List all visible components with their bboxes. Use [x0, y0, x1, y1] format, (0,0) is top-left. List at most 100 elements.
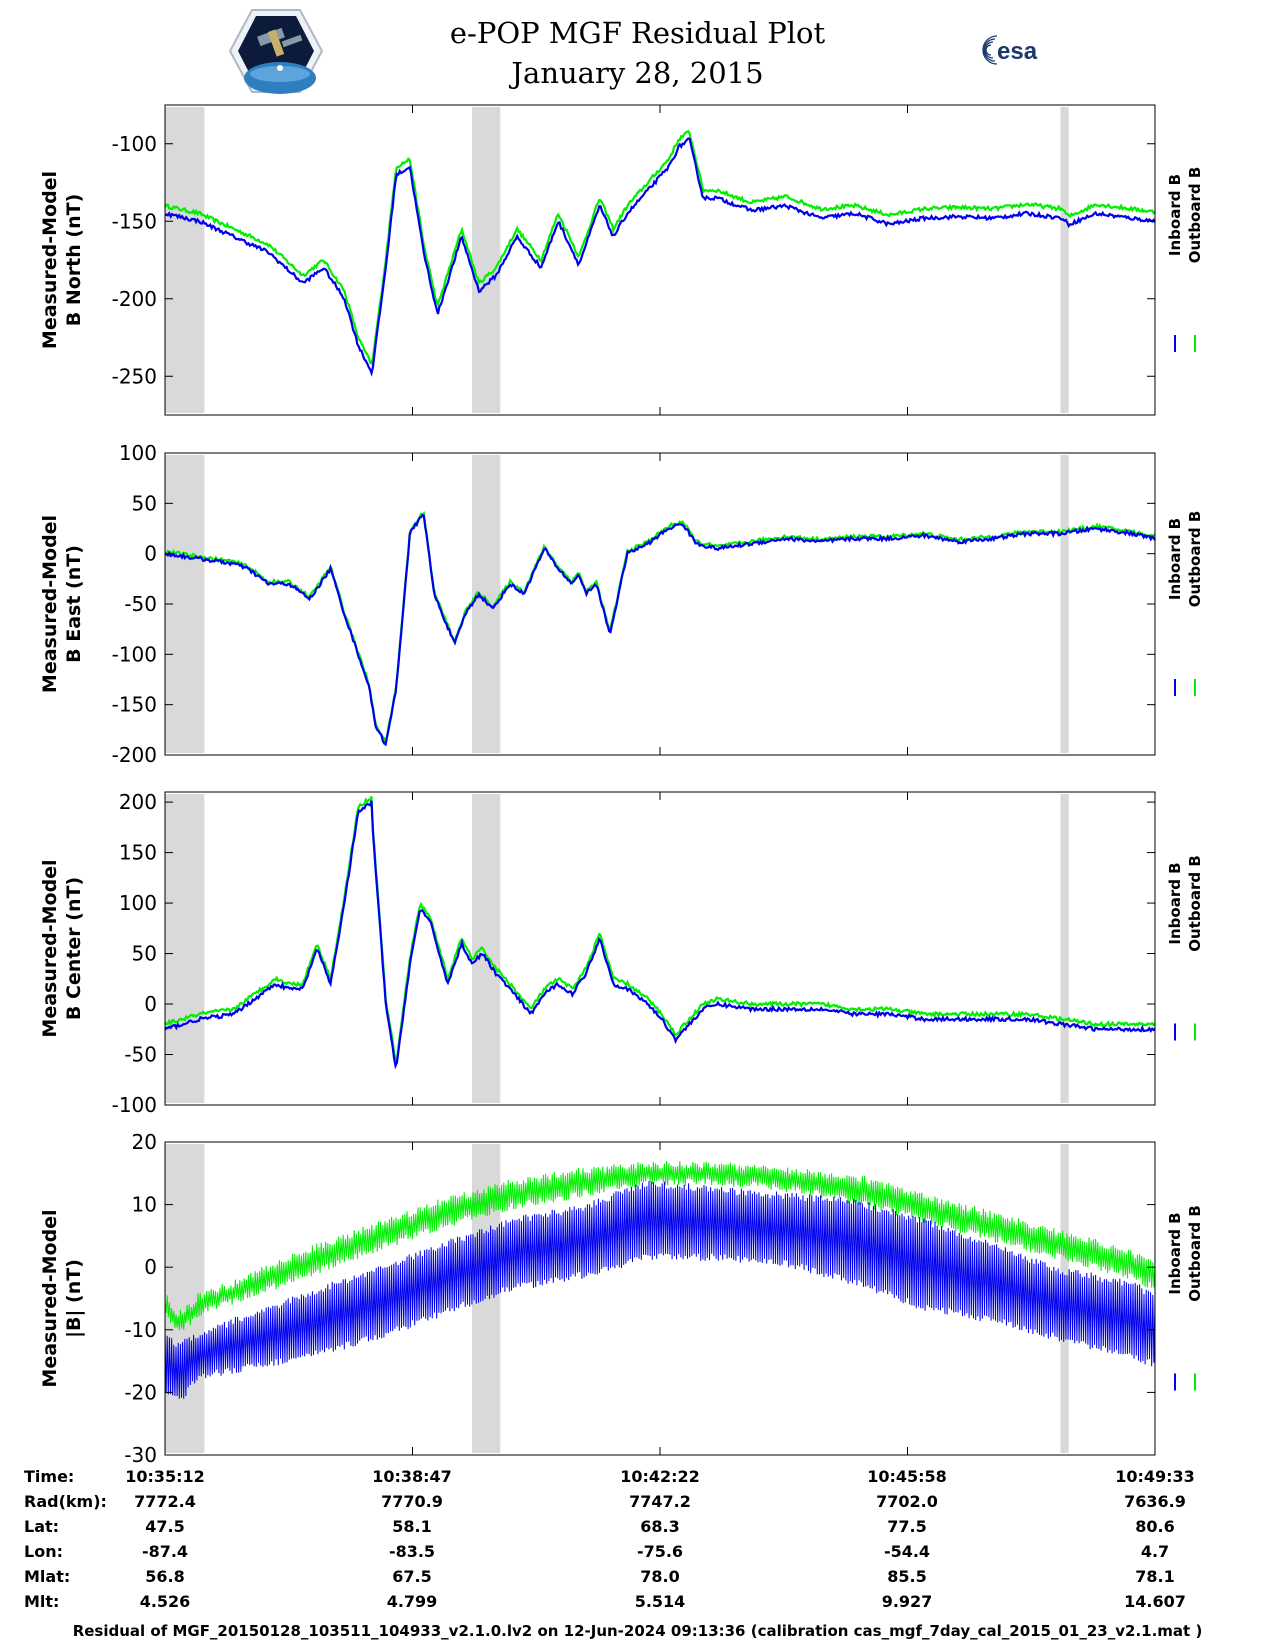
info-row-value: 7702.0	[876, 1492, 938, 1511]
info-row-value: 85.5	[887, 1567, 927, 1586]
legend-label-inboard: Inboard B	[1166, 862, 1184, 944]
y-axis-label-line2: B East (nT)	[63, 545, 85, 663]
info-row-value: -54.4	[883, 1542, 931, 1561]
info-row-value: 7636.9	[1124, 1492, 1186, 1511]
info-row-value: -83.5	[388, 1542, 436, 1561]
axes-frame-2	[164, 791, 1156, 1106]
info-row-value: 10:42:22	[620, 1467, 700, 1486]
series-line-inboard-panel-1	[164, 513, 1156, 747]
y-axis-label-line2: |B| (nT)	[63, 1259, 85, 1338]
info-row-value: 47.5	[145, 1517, 185, 1536]
series-line-outboard-panel-3	[164, 1160, 1156, 1331]
info-row-value: 7747.2	[629, 1492, 691, 1511]
y-tick-label: -100	[112, 1093, 157, 1117]
y-axis-label-line1: Measured-Model	[39, 1209, 61, 1387]
info-row-value: 68.3	[640, 1517, 680, 1536]
info-row-value: -75.6	[636, 1542, 684, 1561]
y-tick-label: -100	[112, 642, 157, 666]
legend-label-outboard: Outboard B	[1186, 511, 1204, 608]
y-tick-label: -250	[112, 364, 157, 388]
chart-title: e-POP MGF Residual Plot	[449, 16, 826, 50]
axes-frame-0	[164, 104, 1156, 416]
info-row-value: 10:49:33	[1115, 1467, 1195, 1486]
y-axis-label-line2: B Center (nT)	[63, 877, 85, 1020]
y-tick-label: -50	[124, 592, 157, 616]
axes-frame-1	[164, 452, 1156, 756]
info-row-label: Lon:	[24, 1542, 63, 1561]
info-row-value: 56.8	[145, 1567, 185, 1586]
y-tick-label: -200	[112, 743, 157, 767]
y-tick-label: 10	[132, 1193, 157, 1217]
y-tick-label: -150	[112, 209, 157, 233]
info-row-value: 14.607	[1124, 1592, 1186, 1611]
y-tick-label: -150	[112, 693, 157, 717]
info-row-value: 78.1	[1135, 1567, 1175, 1586]
info-row-value: 78.0	[640, 1567, 680, 1586]
y-tick-label: 0	[144, 1255, 157, 1279]
series-line-inboard-panel-2	[164, 800, 1156, 1070]
info-row-value: 10:38:47	[372, 1467, 452, 1486]
info-row-value: 67.5	[392, 1567, 432, 1586]
y-tick-label: -20	[124, 1380, 157, 1404]
info-row-value: 4.799	[386, 1592, 438, 1611]
series-line-outboard-panel-1	[164, 511, 1156, 744]
info-row-label: Mlat:	[24, 1567, 71, 1586]
y-tick-label: 50	[132, 491, 157, 515]
data-gap-shade-2-0	[165, 794, 205, 1103]
y-tick-label: -100	[112, 132, 157, 156]
info-row-value: 80.6	[1135, 1517, 1175, 1536]
info-row-value: 9.927	[881, 1592, 933, 1611]
data-gap-shade-0-2	[1060, 107, 1069, 413]
y-axis-label-line1: Measured-Model	[39, 515, 61, 693]
y-tick-label: 100	[119, 441, 157, 465]
info-row-value: -87.4	[141, 1542, 189, 1561]
footer-file-info: Residual of MGF_20150128_103511_104933_v…	[72, 1622, 1203, 1640]
y-tick-label: 100	[119, 891, 157, 915]
y-tick-label: 20	[132, 1130, 157, 1154]
info-row-label: Time:	[24, 1467, 75, 1486]
legend-label-outboard: Outboard B	[1186, 1205, 1204, 1302]
y-axis-label-line2: B North (nT)	[63, 194, 85, 327]
legend-label-inboard: Inboard B	[1166, 1212, 1184, 1294]
y-tick-label: 50	[132, 942, 157, 966]
data-gap-shade-2-1	[472, 794, 501, 1103]
y-tick-label: -10	[124, 1318, 157, 1342]
info-row-value: 4.526	[139, 1592, 191, 1611]
series-line-outboard-panel-0	[164, 129, 1156, 366]
y-tick-label: -200	[112, 287, 157, 311]
info-row-value: 5.514	[634, 1592, 686, 1611]
series-line-inboard-panel-3	[164, 1180, 1156, 1399]
data-gap-shade-0-1	[472, 107, 501, 413]
info-row-label: Lat:	[24, 1517, 60, 1536]
series-line-outboard-panel-2	[164, 796, 1156, 1061]
info-row-label: Mlt:	[24, 1592, 60, 1611]
info-row-value: 10:45:58	[867, 1467, 947, 1486]
data-gap-shade-1-2	[1060, 455, 1069, 753]
info-row-label: Rad(km):	[24, 1492, 107, 1511]
data-gap-shade-2-2	[1060, 794, 1069, 1103]
chart-subtitle-date: January 28, 2015	[511, 56, 764, 90]
info-row-value: 7770.9	[381, 1492, 443, 1511]
y-tick-label: 150	[119, 841, 157, 865]
series-line-inboard-panel-0	[164, 137, 1156, 377]
data-gap-shade-0-0	[165, 107, 205, 413]
y-tick-label: 200	[119, 790, 157, 814]
y-tick-label: 0	[144, 992, 157, 1016]
y-tick-label: -30	[124, 1443, 157, 1467]
y-axis-label-line1: Measured-Model	[39, 859, 61, 1037]
info-row-value: 7772.4	[134, 1492, 196, 1511]
y-axis-label-line1: Measured-Model	[39, 171, 61, 349]
y-tick-label: 0	[144, 542, 157, 566]
legend-label-inboard: Inboard B	[1166, 518, 1184, 600]
info-row-value: 77.5	[887, 1517, 927, 1536]
esa-logo: esa	[982, 35, 1038, 65]
info-row-value: 58.1	[392, 1517, 432, 1536]
info-row-value: 4.7	[1140, 1542, 1170, 1561]
y-tick-label: -50	[124, 1043, 157, 1067]
cassiope-mission-logo	[228, 9, 324, 94]
legend-label-outboard: Outboard B	[1186, 167, 1204, 264]
legend-label-inboard: Inboard B	[1166, 174, 1184, 256]
info-row-value: 10:35:12	[125, 1467, 205, 1486]
legend-label-outboard: Outboard B	[1186, 855, 1204, 952]
